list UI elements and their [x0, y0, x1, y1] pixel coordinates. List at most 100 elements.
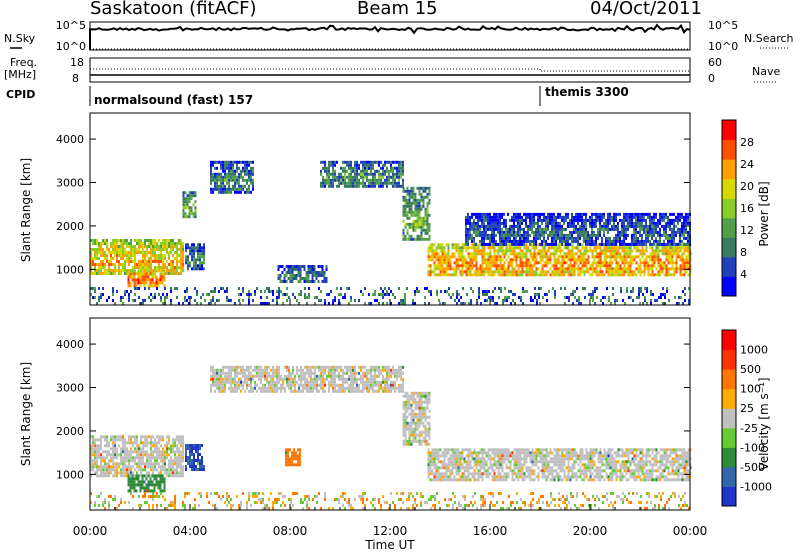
- range-cell: [149, 483, 152, 487]
- range-cell: [176, 263, 178, 266]
- range-cell: [599, 258, 602, 262]
- range-cell: [212, 365, 214, 369]
- range-cell: [647, 224, 649, 228]
- range-cell: [122, 302, 124, 305]
- range-cell: [555, 252, 558, 256]
- range-cell: [156, 447, 158, 451]
- range-cell: [499, 230, 501, 234]
- range-cell: [663, 252, 666, 256]
- range-cell: [340, 175, 342, 179]
- range-cell: [559, 264, 562, 268]
- range-cell: [303, 265, 306, 268]
- range-cell: [555, 264, 558, 268]
- range-cell: [402, 237, 405, 241]
- range-cell: [140, 302, 142, 305]
- range-cell: [228, 371, 230, 375]
- range-cell: [272, 380, 274, 384]
- range-cell: [479, 273, 482, 277]
- range-cell: [595, 267, 598, 271]
- range-cell: [98, 266, 100, 269]
- range-cell: [523, 252, 526, 256]
- range-cell: [151, 489, 154, 493]
- range-cell: [560, 287, 562, 290]
- range-cell: [519, 270, 522, 274]
- range-cell: [200, 296, 202, 299]
- range-cell: [609, 236, 611, 240]
- range-cell: [120, 471, 122, 475]
- range-cell: [426, 219, 429, 223]
- range-cell: [146, 245, 148, 248]
- range-cell: [436, 290, 438, 293]
- range-cell: [372, 293, 374, 296]
- range-cell: [626, 290, 628, 293]
- range-cell: [424, 213, 427, 217]
- range-cell: [304, 287, 306, 290]
- range-cell: [635, 233, 637, 237]
- range-cell: [180, 462, 182, 466]
- range-cell: [195, 264, 197, 268]
- range-cell: [191, 465, 193, 468]
- range-cell: [471, 243, 474, 247]
- range-cell: [679, 233, 681, 237]
- range-cell: [244, 380, 246, 384]
- range-cell: [122, 266, 124, 269]
- range-cell: [549, 246, 552, 250]
- range-cell: [542, 296, 544, 299]
- range-cell: [106, 468, 108, 472]
- range-cell: [518, 296, 520, 299]
- range-cell: [182, 191, 185, 195]
- range-cell: [575, 218, 577, 222]
- range-cell: [481, 221, 483, 225]
- range-cell: [563, 258, 566, 262]
- range-cell: [158, 254, 160, 257]
- range-cell: [238, 380, 240, 384]
- range-cell: [293, 274, 296, 277]
- range-cell: [677, 230, 679, 234]
- range-cell: [473, 236, 475, 240]
- range-cell: [549, 242, 551, 246]
- range-cell: [180, 263, 182, 266]
- range-cell: [643, 218, 645, 222]
- range-cell: [487, 233, 489, 237]
- range-cell: [567, 215, 569, 219]
- range-cell: [100, 453, 102, 457]
- range-cell: [272, 374, 274, 378]
- range-cell: [495, 264, 498, 268]
- range-cell: [116, 468, 118, 472]
- range-cell: [543, 230, 545, 234]
- range-cell: [418, 213, 421, 217]
- range-cell: [236, 169, 238, 173]
- range-cell: [595, 249, 598, 253]
- range-cell: [509, 249, 512, 253]
- range-cell: [523, 255, 526, 259]
- range-cell: [325, 280, 328, 283]
- range-cell: [527, 230, 529, 234]
- range-cell: [92, 242, 94, 245]
- range-cell: [126, 290, 128, 293]
- range-cell: [467, 242, 469, 246]
- range-cell: [428, 192, 431, 196]
- range-cell: [683, 221, 685, 225]
- range-cell: [607, 242, 609, 246]
- range-cell: [416, 210, 419, 214]
- range-cell: [161, 275, 164, 279]
- range-cell: [579, 273, 582, 277]
- range-cell: [150, 435, 152, 439]
- range-cell: [334, 160, 336, 164]
- range-cell: [140, 245, 142, 248]
- range-cell: [232, 365, 234, 369]
- range-cell: [446, 290, 448, 293]
- range-cell: [258, 374, 260, 378]
- range-cell: [683, 230, 685, 234]
- range-cell: [666, 287, 668, 290]
- range-cell: [234, 365, 236, 369]
- range-cell: [581, 258, 584, 262]
- range-cell: [683, 236, 685, 240]
- range-cell: [604, 296, 606, 299]
- range-cell: [424, 189, 427, 193]
- range-cell: [368, 302, 370, 305]
- range-cell: [681, 252, 684, 256]
- range-cell: [396, 172, 398, 176]
- range-cell: [567, 242, 569, 246]
- range-cell: [503, 218, 505, 222]
